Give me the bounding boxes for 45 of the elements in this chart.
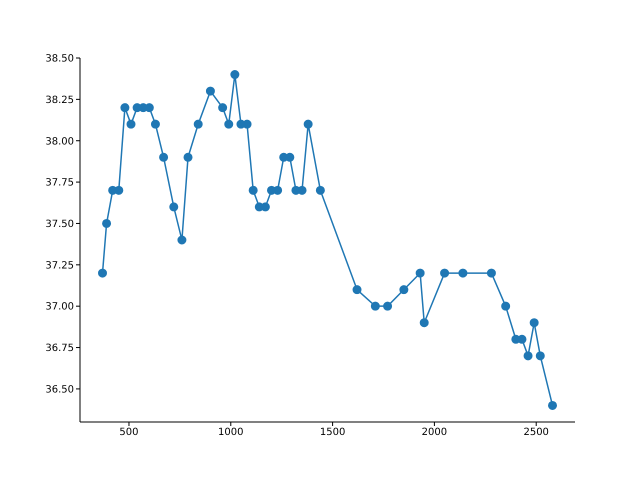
x-tick-label: 1000 (218, 427, 244, 438)
point (399, 285, 408, 294)
point (501, 302, 510, 311)
y-tick-label: 37.25 (45, 260, 74, 272)
y-tick-label: 36.50 (45, 384, 74, 396)
point (420, 318, 429, 328)
y-tick-label: 36.75 (45, 343, 74, 354)
x-tick-label: 2500 (523, 427, 549, 438)
x-tick-label: 500 (119, 427, 139, 438)
point (440, 268, 450, 278)
x-tick-label: 2000 (422, 427, 448, 438)
point (524, 351, 533, 360)
point (206, 86, 215, 96)
point (224, 120, 234, 129)
y-tick-label: 37.00 (45, 302, 74, 313)
point (458, 268, 468, 278)
point (530, 318, 539, 328)
point (316, 186, 325, 195)
point (194, 120, 203, 129)
point (416, 268, 425, 278)
point (248, 186, 258, 195)
point (548, 400, 557, 410)
point (177, 236, 186, 244)
point (370, 302, 380, 311)
point (383, 302, 392, 311)
point (486, 268, 496, 278)
point (184, 152, 193, 162)
y-tick-label: 37.50 (45, 219, 74, 230)
point (169, 202, 178, 212)
y-tick-label: 38.25 (45, 94, 74, 106)
point (352, 285, 362, 294)
point (304, 120, 313, 129)
y-tick-label: 37.75 (45, 178, 74, 189)
point (102, 218, 112, 228)
point (230, 70, 240, 80)
point (218, 103, 228, 112)
point (536, 351, 545, 360)
point (98, 268, 107, 278)
y-tick-label: 38.50 (45, 54, 74, 65)
point (126, 120, 136, 129)
point (159, 152, 168, 162)
point (150, 120, 160, 129)
x-tick-label: 1500 (320, 427, 346, 438)
point (120, 103, 130, 112)
y-tick-label: 38.00 (45, 136, 74, 148)
